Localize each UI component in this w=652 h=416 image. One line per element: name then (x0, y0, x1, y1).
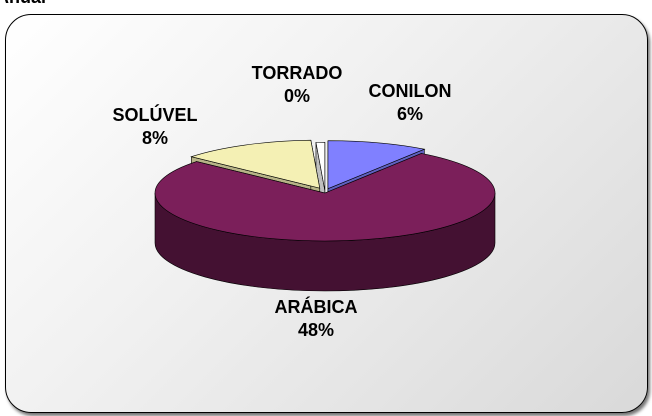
slice-label-conilon: CONILON (369, 81, 452, 101)
page-title: Anual (0, 0, 46, 8)
pie-slice-top (154, 153, 496, 242)
slice-label-arábica: ARÁBICA (275, 296, 358, 317)
slice-percent-conilon: 6% (397, 104, 423, 124)
pie-slice-top (327, 140, 426, 190)
pie-slice-top (190, 139, 321, 189)
slice-label-solúvel: SOLÚVEL (112, 104, 197, 125)
slice-percent-arábica: 48% (298, 320, 334, 340)
pie-slices (154, 139, 496, 292)
pie-slice-arábica (154, 153, 496, 292)
slice-percent-torrado: 0% (284, 86, 310, 106)
pie-labels: CONILON 6% ARÁBICA 48% SOLÚVEL 8% TORRADO 0% (112, 63, 451, 340)
slice-label-torrado: TORRADO (252, 63, 343, 83)
slice-percent-solúvel: 8% (142, 128, 168, 148)
pie-slice-top (315, 141, 326, 191)
